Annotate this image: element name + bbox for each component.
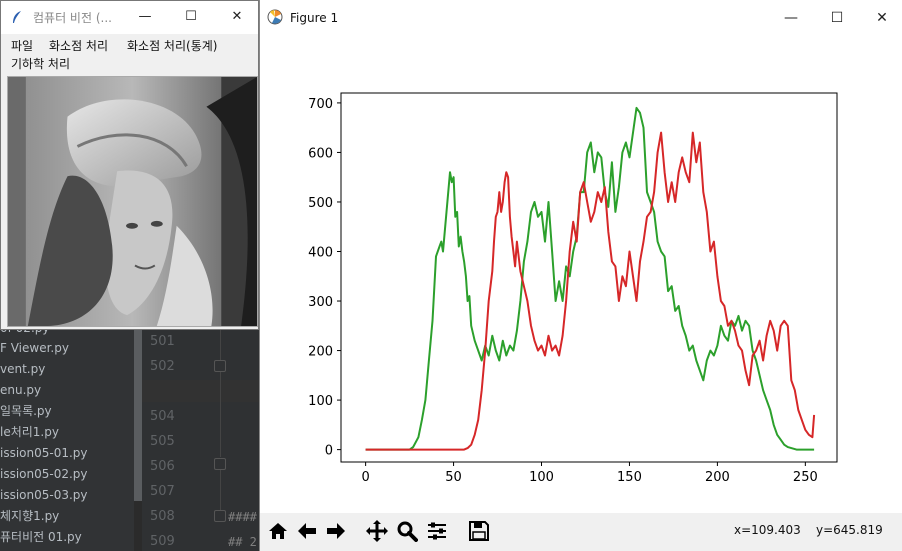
line-number: 506 xyxy=(150,459,175,474)
current-line-highlight xyxy=(142,380,260,402)
line-number: 501 xyxy=(150,334,175,349)
menu-file[interactable]: 파일 xyxy=(11,39,34,53)
file-item[interactable]: ission05-02.py xyxy=(0,467,88,481)
y-tick-label: 600 xyxy=(308,146,333,161)
y-tick-label: 500 xyxy=(308,196,333,211)
window-title: 컴퓨터 비전 (... xyxy=(33,11,112,25)
minimize-button[interactable]: — xyxy=(784,10,798,26)
file-list-scrollbar[interactable] xyxy=(134,318,142,501)
x-tick-label: 100 xyxy=(529,470,554,485)
line-number: 502 xyxy=(150,359,175,374)
matplotlib-logo-icon xyxy=(267,9,283,25)
line-number: 508 xyxy=(150,509,175,524)
fold-guide xyxy=(220,470,221,510)
x-axis-ticks: 0 50 100 150 200 250 xyxy=(361,462,818,485)
figure-titlebar: Figure 1 — ☐ ✕ xyxy=(260,0,902,36)
x-tick-label: 200 xyxy=(705,470,730,485)
back-icon[interactable] xyxy=(293,517,321,545)
maximize-button[interactable]: ☐ xyxy=(830,10,844,26)
file-item[interactable]: ission05-03.py xyxy=(0,488,88,502)
green-histogram-line xyxy=(365,106,815,451)
y-tick-label: 200 xyxy=(308,345,333,360)
plot-lines xyxy=(365,106,816,451)
y-tick-label: 300 xyxy=(308,295,333,310)
histogram-chart: 0 50 100 150 200 250 0 100 200 300 400 500 600 700 xyxy=(308,92,838,485)
x-tick-label: 250 xyxy=(793,470,818,485)
file-item[interactable]: vent.py xyxy=(0,362,46,376)
close-button[interactable]: ✕ xyxy=(231,9,243,24)
y-tick-label: 400 xyxy=(308,245,333,260)
file-item[interactable]: F Viewer.py xyxy=(0,341,69,355)
fold-marker-icon[interactable] xyxy=(214,510,226,522)
plot-area xyxy=(340,92,838,463)
menu-pixel-statistics[interactable]: 화소점 처리(통계) xyxy=(127,39,218,53)
fold-guide xyxy=(220,372,221,457)
menu-bar: 파일 화소점 처리 화소점 처리(통계) 기하학 처리 xyxy=(1,34,258,74)
y-tick-label: 700 xyxy=(308,97,333,112)
menu-pixel-processing[interactable]: 화소점 처리 xyxy=(49,39,109,53)
figure-window: Figure 1 — ☐ ✕ 0 50 100 150 200 250 0 100 200 30… xyxy=(259,0,902,551)
y-tick-label: 100 xyxy=(308,394,333,409)
x-tick-label: 0 xyxy=(361,470,369,485)
maximize-button[interactable]: ☐ xyxy=(185,9,197,24)
y-tick-label: 0 xyxy=(325,444,333,459)
code-text: ## 2 xyxy=(228,535,257,549)
x-tick-label: 150 xyxy=(617,470,642,485)
save-icon[interactable] xyxy=(465,517,493,545)
line-number: 505 xyxy=(150,434,175,449)
home-icon[interactable] xyxy=(264,517,292,545)
image-viewer-window: 컴퓨터 비전 (... — ☐ ✕ 파일 화소점 처리 화소점 처리(통계) 기… xyxy=(0,0,259,330)
navigation-toolbar: x=109.403 y=645.819 xyxy=(260,513,902,551)
fold-marker-icon[interactable] xyxy=(214,458,226,470)
file-item[interactable]: ission05-01.py xyxy=(0,446,88,460)
red-histogram-line xyxy=(365,131,816,451)
y-axis-ticks: 0 100 200 300 400 500 600 700 xyxy=(308,97,341,459)
line-number: 507 xyxy=(150,484,175,499)
project-file-list: 0f 02.py F Viewer.py vent.py enu.py 일목록.… xyxy=(0,318,134,551)
forward-icon[interactable] xyxy=(322,517,350,545)
minimize-button[interactable]: — xyxy=(138,9,152,24)
zoom-icon[interactable] xyxy=(393,517,421,545)
file-item[interactable]: 일목록.py xyxy=(0,404,52,418)
figure-title: Figure 1 xyxy=(290,11,339,25)
file-item[interactable]: 체지향1.py xyxy=(0,509,60,523)
file-item[interactable]: enu.py xyxy=(0,383,42,397)
pan-icon[interactable] xyxy=(363,517,391,545)
file-item[interactable]: le처리1.py xyxy=(0,425,59,439)
fold-guide xyxy=(220,330,221,360)
fold-marker-icon[interactable] xyxy=(214,360,226,372)
line-number: 504 xyxy=(150,409,175,424)
line-number-gutter: 501 502 503 504 505 506 507 508 509 xyxy=(142,318,260,551)
cursor-y-readout: y=645.819 xyxy=(816,523,883,537)
line-number: 509 xyxy=(150,534,175,549)
code-text: #### xyxy=(228,510,257,524)
close-button[interactable]: ✕ xyxy=(876,10,888,26)
cursor-x-readout: x=109.403 xyxy=(734,523,801,537)
feather-icon xyxy=(13,11,21,23)
grayscale-image xyxy=(7,76,258,327)
menu-geometry[interactable]: 기하학 처리 xyxy=(11,57,71,71)
file-item[interactable]: 퓨터비전 01.py xyxy=(0,530,82,544)
image-viewer-titlebar: 컴퓨터 비전 (... — ☐ ✕ xyxy=(1,1,258,34)
x-tick-label: 50 xyxy=(445,470,462,485)
configure-icon[interactable] xyxy=(423,517,451,545)
